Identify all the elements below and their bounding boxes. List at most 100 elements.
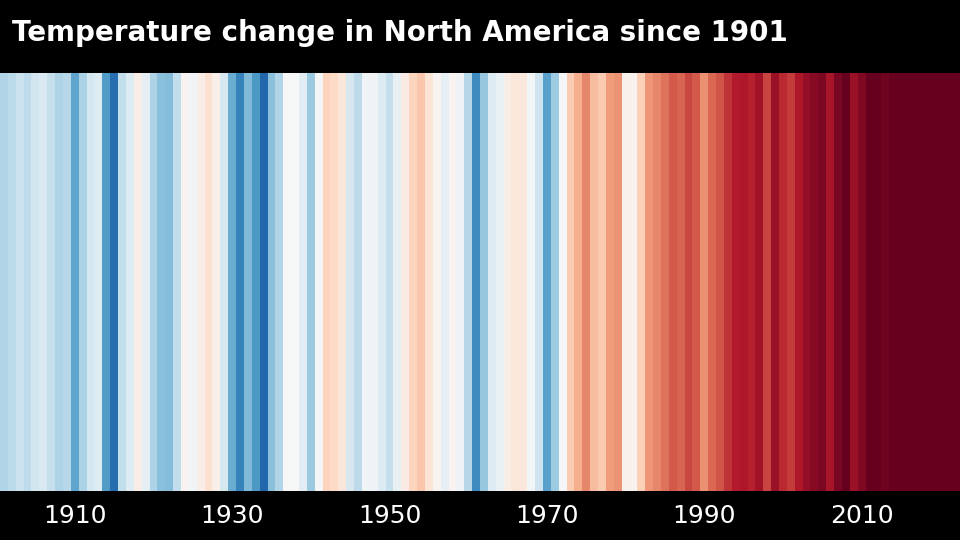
Text: 1930: 1930 [201,504,264,528]
Bar [377,73,386,491]
Bar [47,73,55,491]
Bar [409,73,417,491]
Bar [55,73,63,491]
Bar [39,73,47,491]
Bar [456,73,465,491]
Bar [952,73,960,491]
Bar [551,73,559,491]
Bar [945,73,952,491]
Bar [913,73,921,491]
Bar [842,73,850,491]
Bar [677,73,684,491]
Bar [716,73,724,491]
Bar [189,73,197,491]
Bar [173,73,181,491]
Bar [291,73,299,491]
Bar [370,73,377,491]
Bar [386,73,394,491]
Bar [354,73,362,491]
Bar [330,73,338,491]
Bar [204,73,212,491]
Bar [63,73,71,491]
Bar [8,73,15,491]
Bar [661,73,669,491]
Bar [779,73,787,491]
Bar [71,73,79,491]
Bar [142,73,150,491]
Bar [441,73,448,491]
Bar [810,73,818,491]
Bar [448,73,456,491]
Bar [244,73,252,491]
Bar [763,73,771,491]
Bar [417,73,425,491]
Bar [889,73,897,491]
Bar [394,73,401,491]
Bar [834,73,842,491]
Bar [165,73,173,491]
Bar [323,73,330,491]
Bar [472,73,480,491]
Bar [701,73,708,491]
Bar [150,73,157,491]
Bar [669,73,677,491]
Bar [338,73,347,491]
Bar [228,73,236,491]
Bar [221,73,228,491]
Bar [425,73,433,491]
Bar [126,73,133,491]
Bar [583,73,590,491]
Bar [519,73,527,491]
Bar [653,73,661,491]
Bar [803,73,810,491]
Text: 1970: 1970 [516,504,579,528]
Bar [488,73,495,491]
Bar [433,73,441,491]
Bar [598,73,606,491]
Bar [299,73,307,491]
Bar [637,73,645,491]
Bar [86,73,94,491]
Bar [771,73,779,491]
Bar [622,73,630,491]
Bar [307,73,315,491]
Bar [94,73,103,491]
Bar [118,73,126,491]
Bar [692,73,701,491]
Bar [936,73,945,491]
Bar [504,73,512,491]
Bar [543,73,551,491]
Bar [795,73,803,491]
Bar [276,73,283,491]
Bar [495,73,504,491]
Bar [827,73,834,491]
Bar [818,73,827,491]
Bar [928,73,936,491]
Bar [881,73,889,491]
Bar [574,73,583,491]
Bar [212,73,221,491]
Bar [315,73,323,491]
Bar [110,73,118,491]
Bar [512,73,519,491]
Bar [79,73,86,491]
Bar [283,73,291,491]
Bar [590,73,598,491]
Bar [645,73,653,491]
Bar [157,73,165,491]
Bar [630,73,637,491]
Bar [708,73,716,491]
Bar [465,73,472,491]
Text: 2010: 2010 [829,504,894,528]
Text: 1910: 1910 [43,504,107,528]
Bar [527,73,535,491]
Text: 1950: 1950 [358,504,421,528]
Bar [921,73,928,491]
Bar [401,73,409,491]
Bar [866,73,874,491]
Bar [362,73,370,491]
Bar [897,73,905,491]
Bar [236,73,244,491]
Bar [874,73,881,491]
Bar [857,73,866,491]
